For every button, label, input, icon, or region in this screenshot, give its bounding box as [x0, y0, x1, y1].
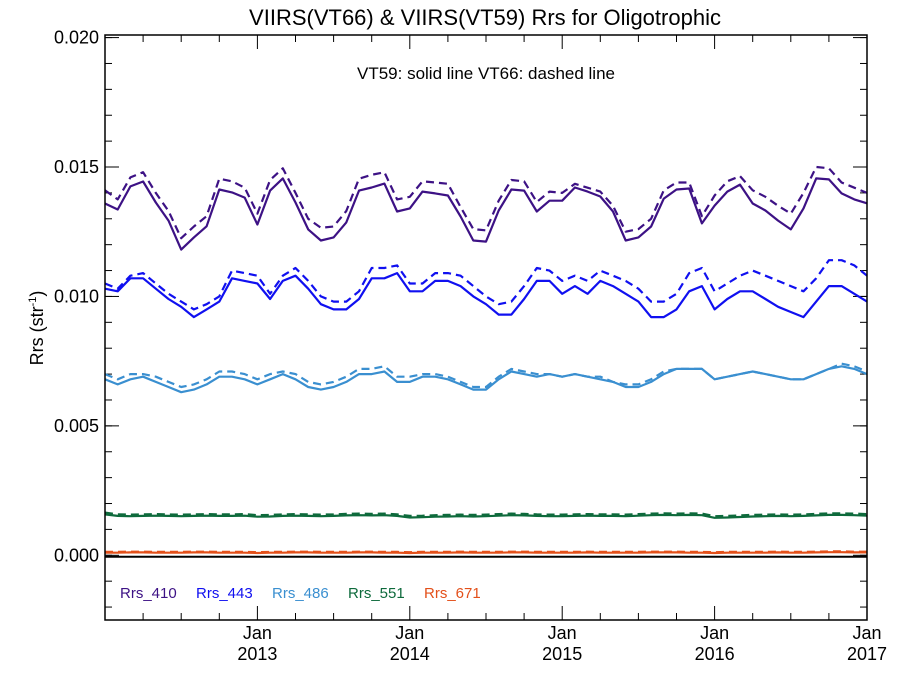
chart-title: VIIRS(VT66) & VIIRS(VT59) Rrs for Oligot… — [249, 5, 721, 30]
x-tick-label-year: 2016 — [695, 644, 735, 664]
x-tick-label-month: Jan — [243, 623, 272, 643]
svg-text:Rrs (str-1): Rrs (str-1) — [27, 291, 47, 366]
rrs-551-solid-line — [104, 513, 868, 519]
y-tick-label: 0.005 — [54, 416, 99, 436]
rrs-551-dashed-line — [104, 511, 868, 518]
y-axis-label-close: ) — [27, 291, 47, 297]
series-rrs-551 — [104, 511, 868, 519]
x-tick-label-month: Jan — [852, 623, 881, 643]
series-rrs-671 — [105, 550, 867, 555]
y-axis-label-main: Rrs (str — [27, 306, 47, 365]
series-rrs-410 — [104, 165, 868, 251]
rrs-443-solid-line — [104, 272, 868, 319]
legend-entry: Rrs_551 — [348, 585, 405, 602]
y-tick-label: 0.015 — [54, 157, 99, 177]
rrs-486-dashed-line — [104, 362, 868, 389]
plot-frame — [104, 34, 868, 621]
series-rrs-443 — [104, 259, 868, 319]
line-style-annotation: VT59: solid line VT66: dashed line — [357, 64, 615, 83]
rrs-671-dashed-line — [105, 550, 867, 554]
x-tick-label-month: Jan — [700, 623, 729, 643]
x-tick-label-year: 2014 — [390, 644, 430, 664]
y-tick-label: 0.000 — [54, 545, 99, 565]
x-tick-label-month: Jan — [548, 623, 577, 643]
y-axis-label: Rrs (str-1) — [27, 291, 47, 366]
rrs-410-solid-line — [104, 177, 868, 251]
legend-entry: Rrs_443 — [196, 585, 253, 602]
x-tick-label-month: Jan — [395, 623, 424, 643]
y-axis-label-sup: -1 — [27, 297, 39, 307]
series-rrs-486 — [104, 362, 868, 394]
y-tick-label: 0.020 — [54, 28, 99, 48]
x-tick-label-year: 2015 — [542, 644, 582, 664]
legend-entry: Rrs_486 — [272, 585, 329, 602]
x-tick-label-year: 2013 — [237, 644, 277, 664]
x-tick-label-year: 2017 — [847, 644, 887, 664]
legend-entry: Rrs_410 — [120, 585, 177, 602]
y-tick-label: 0.010 — [54, 286, 99, 306]
rrs-486-solid-line — [104, 365, 868, 394]
legend-entry: Rrs_671 — [424, 585, 481, 602]
